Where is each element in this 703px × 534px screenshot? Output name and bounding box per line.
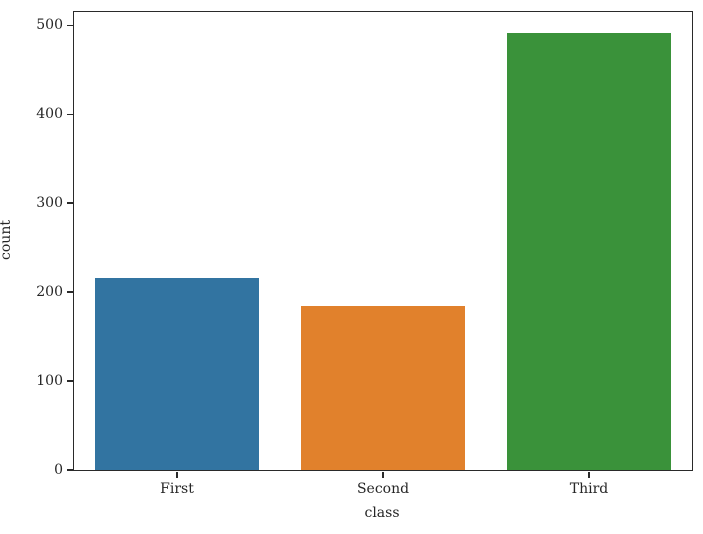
x-tick-mark [176,471,178,478]
y-tick-label: 0 [54,462,63,478]
y-tick-mark [66,24,73,27]
y-tick-mark [66,202,73,204]
y-tick-label: 300 [36,195,63,212]
x-axis-label: class [364,505,400,521]
y-tick-label: 400 [36,106,63,123]
y-tick-label: 100 [36,373,63,390]
y-tick-mark [66,113,73,116]
bar-first [94,277,260,470]
y-tick-mark [66,469,73,471]
y-tick-label: 500 [36,17,63,34]
x-tick-mark [382,471,384,478]
y-tick-mark [66,380,73,382]
plot-area: 0 100 200 300 400 500 First Second Third [36,11,693,497]
x-tick-label-third: Third [569,481,609,497]
bar-third [506,33,672,470]
x-tick-label-first: First [160,481,194,497]
y-tick-mark [66,291,73,293]
y-axis-label: count [0,220,14,260]
x-tick-mark [588,471,590,478]
x-tick-label-second: Second [356,481,410,497]
y-tick-label: 200 [36,284,63,301]
bar-second [300,306,466,470]
